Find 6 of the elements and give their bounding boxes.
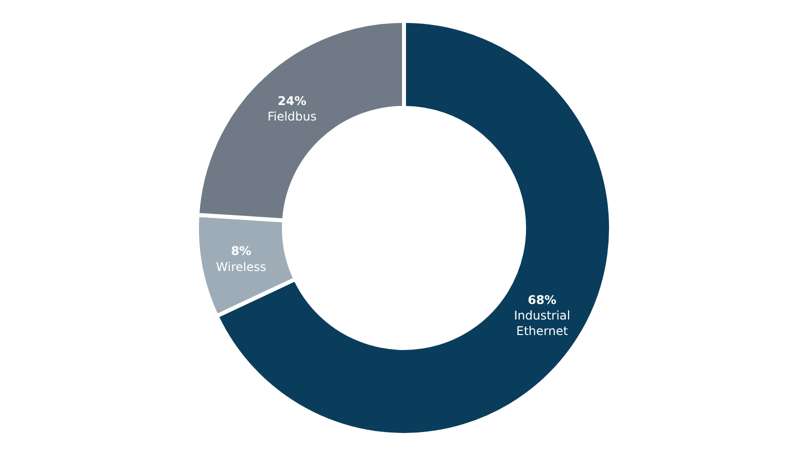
data-label: 68%: [528, 292, 556, 307]
data-label: 8%: [230, 244, 252, 258]
slice-label: Fieldbus: [267, 109, 317, 124]
slice-label: Industrial Ethernet: [514, 308, 570, 338]
slice-label: Wireless: [216, 260, 266, 274]
data-label: 24%: [278, 94, 306, 108]
